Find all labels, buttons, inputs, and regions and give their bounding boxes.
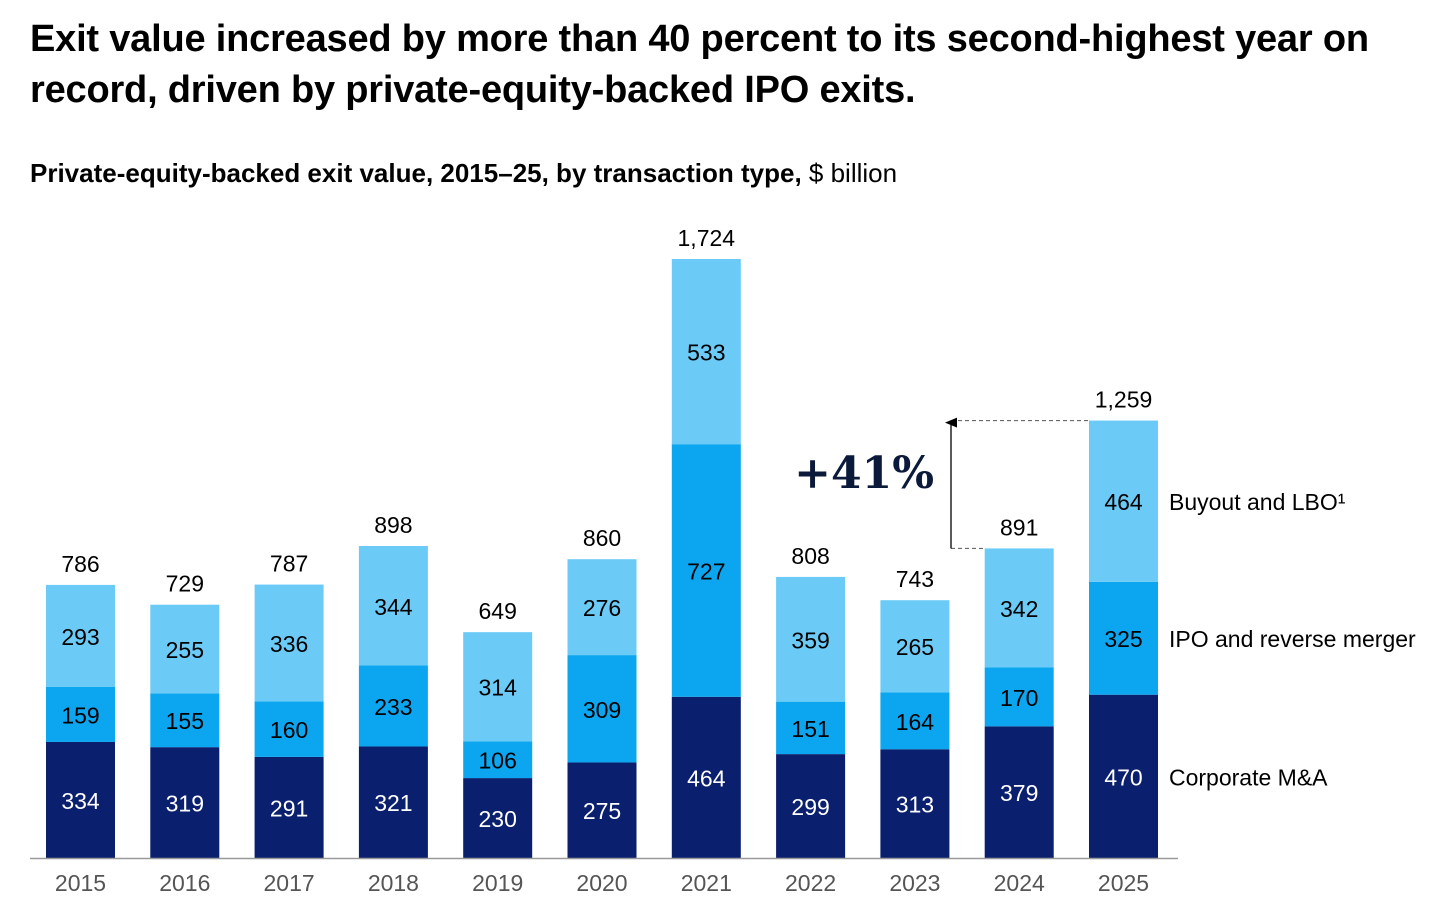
- data-label-buyout-2022: 359: [791, 627, 829, 653]
- data-label-ipo-2021: 727: [687, 558, 725, 584]
- x-tick-label-2024: 2024: [994, 870, 1045, 896]
- data-label-corporate-2018: 321: [374, 790, 412, 816]
- total-label-2017: 787: [270, 551, 308, 577]
- x-tick-label-2019: 2019: [472, 870, 523, 896]
- data-label-corporate-2020: 275: [583, 798, 621, 824]
- data-label-ipo-2024: 170: [1000, 685, 1038, 711]
- data-label-ipo-2020: 309: [583, 697, 621, 723]
- legend-label-corporate: Corporate M&A: [1169, 764, 1328, 790]
- bar-segment-corporate-2017: [254, 756, 324, 858]
- bar-segment-buyout-2025: [1089, 420, 1158, 582]
- data-label-ipo-2016: 155: [166, 708, 204, 734]
- bar-segment-corporate-2024: [984, 726, 1054, 858]
- chart-title: Exit value increased by more than 40 per…: [30, 18, 1369, 111]
- bar-segment-corporate-2016: [150, 747, 220, 858]
- total-label-2024: 891: [1000, 514, 1038, 540]
- data-label-corporate-2024: 379: [1000, 780, 1038, 806]
- bar-segment-ipo-2024: [984, 667, 1054, 727]
- bar-segment-ipo-2025: [1089, 581, 1158, 695]
- bar-segment-corporate-2023: [880, 749, 950, 858]
- total-label-2018: 898: [374, 512, 412, 538]
- subtitle-unit: $ billion: [808, 158, 898, 188]
- total-label-2016: 729: [166, 571, 204, 597]
- bar-segment-ipo-2017: [254, 701, 324, 757]
- x-tick-label-2021: 2021: [681, 870, 732, 896]
- data-label-corporate-2023: 313: [896, 792, 934, 818]
- legend-label-ipo: IPO and reverse merger: [1169, 626, 1416, 652]
- data-label-buyout-2021: 533: [687, 340, 725, 366]
- total-label-2021: 1,724: [678, 225, 736, 251]
- growth-label: +41%: [794, 448, 934, 499]
- bar-segment-corporate-2025: [1089, 694, 1158, 858]
- bar-segment-ipo-2019: [463, 741, 533, 779]
- total-label-2019: 649: [479, 598, 517, 624]
- bar-segment-buyout-2017: [254, 584, 324, 702]
- data-label-buyout-2019: 314: [479, 675, 518, 701]
- data-label-buyout-2018: 344: [374, 594, 413, 620]
- bar-segment-corporate-2018: [358, 746, 428, 858]
- data-label-buyout-2016: 255: [166, 637, 204, 663]
- x-tick-label-2016: 2016: [159, 870, 210, 896]
- x-tick-label-2018: 2018: [368, 870, 419, 896]
- data-label-corporate-2022: 299: [791, 794, 829, 820]
- chart-subtitle: Private-equity-backed exit value, 2015–2…: [30, 155, 897, 191]
- data-label-corporate-2019: 230: [479, 806, 517, 832]
- bar-segment-buyout-2018: [358, 545, 428, 666]
- data-label-buyout-2024: 342: [1000, 596, 1038, 622]
- data-label-corporate-2025: 470: [1104, 764, 1142, 790]
- data-label-ipo-2023: 164: [896, 709, 935, 735]
- x-tick-label-2017: 2017: [264, 870, 315, 896]
- total-label-2023: 743: [896, 566, 934, 592]
- bar-segment-ipo-2018: [358, 665, 428, 747]
- legend-label-buyout: Buyout and LBO¹: [1169, 489, 1346, 515]
- data-label-buyout-2015: 293: [61, 624, 99, 650]
- total-label-2022: 808: [791, 543, 829, 569]
- data-label-corporate-2017: 291: [270, 795, 308, 821]
- data-label-ipo-2022: 151: [791, 716, 829, 742]
- bar-segment-corporate-2022: [776, 754, 846, 858]
- bar-segment-ipo-2016: [150, 693, 220, 748]
- data-label-ipo-2019: 106: [479, 748, 517, 774]
- data-label-buyout-2023: 265: [896, 634, 934, 660]
- x-tick-label-2015: 2015: [55, 870, 106, 896]
- x-tick-label-2025: 2025: [1098, 870, 1149, 896]
- x-tick-label-2020: 2020: [576, 870, 627, 896]
- bar-segment-corporate-2015: [46, 741, 115, 858]
- x-tick-label-2022: 2022: [785, 870, 836, 896]
- bar-segment-buyout-2015: [46, 584, 115, 687]
- bar-segment-ipo-2022: [776, 701, 846, 755]
- bar-segment-ipo-2020: [567, 655, 637, 763]
- bar-segment-buyout-2024: [984, 548, 1054, 668]
- data-label-corporate-2015: 334: [61, 788, 100, 814]
- data-label-ipo-2018: 233: [374, 694, 412, 720]
- x-tick-label-2023: 2023: [889, 870, 940, 896]
- total-label-2020: 860: [583, 525, 621, 551]
- data-label-ipo-2015: 159: [61, 702, 99, 728]
- data-label-buyout-2017: 336: [270, 631, 308, 657]
- total-label-2025: 1,259: [1095, 387, 1153, 413]
- subtitle-main: Private-equity-backed exit value, 2015–2…: [30, 158, 802, 188]
- bar-segment-corporate-2019: [463, 778, 533, 858]
- bar-segment-buyout-2021: [671, 259, 741, 445]
- bar-segment-buyout-2023: [880, 600, 950, 693]
- bar-segment-buyout-2020: [567, 559, 637, 656]
- bar-segment-ipo-2023: [880, 692, 950, 750]
- bar-segment-ipo-2021: [671, 444, 741, 697]
- bar-segment-buyout-2016: [150, 604, 220, 694]
- data-label-buyout-2020: 276: [583, 595, 621, 621]
- data-label-ipo-2017: 160: [270, 717, 308, 743]
- bar-segment-corporate-2020: [567, 762, 637, 858]
- data-label-buyout-2025: 464: [1104, 489, 1143, 515]
- bar-segment-ipo-2015: [46, 686, 115, 742]
- bar-segment-buyout-2019: [463, 632, 533, 742]
- total-label-2015: 786: [61, 551, 99, 577]
- data-label-corporate-2016: 319: [166, 791, 204, 817]
- bar-segment-corporate-2021: [671, 696, 741, 858]
- data-label-ipo-2025: 325: [1104, 626, 1142, 652]
- bar-segment-buyout-2022: [776, 576, 846, 702]
- data-label-corporate-2021: 464: [687, 765, 726, 791]
